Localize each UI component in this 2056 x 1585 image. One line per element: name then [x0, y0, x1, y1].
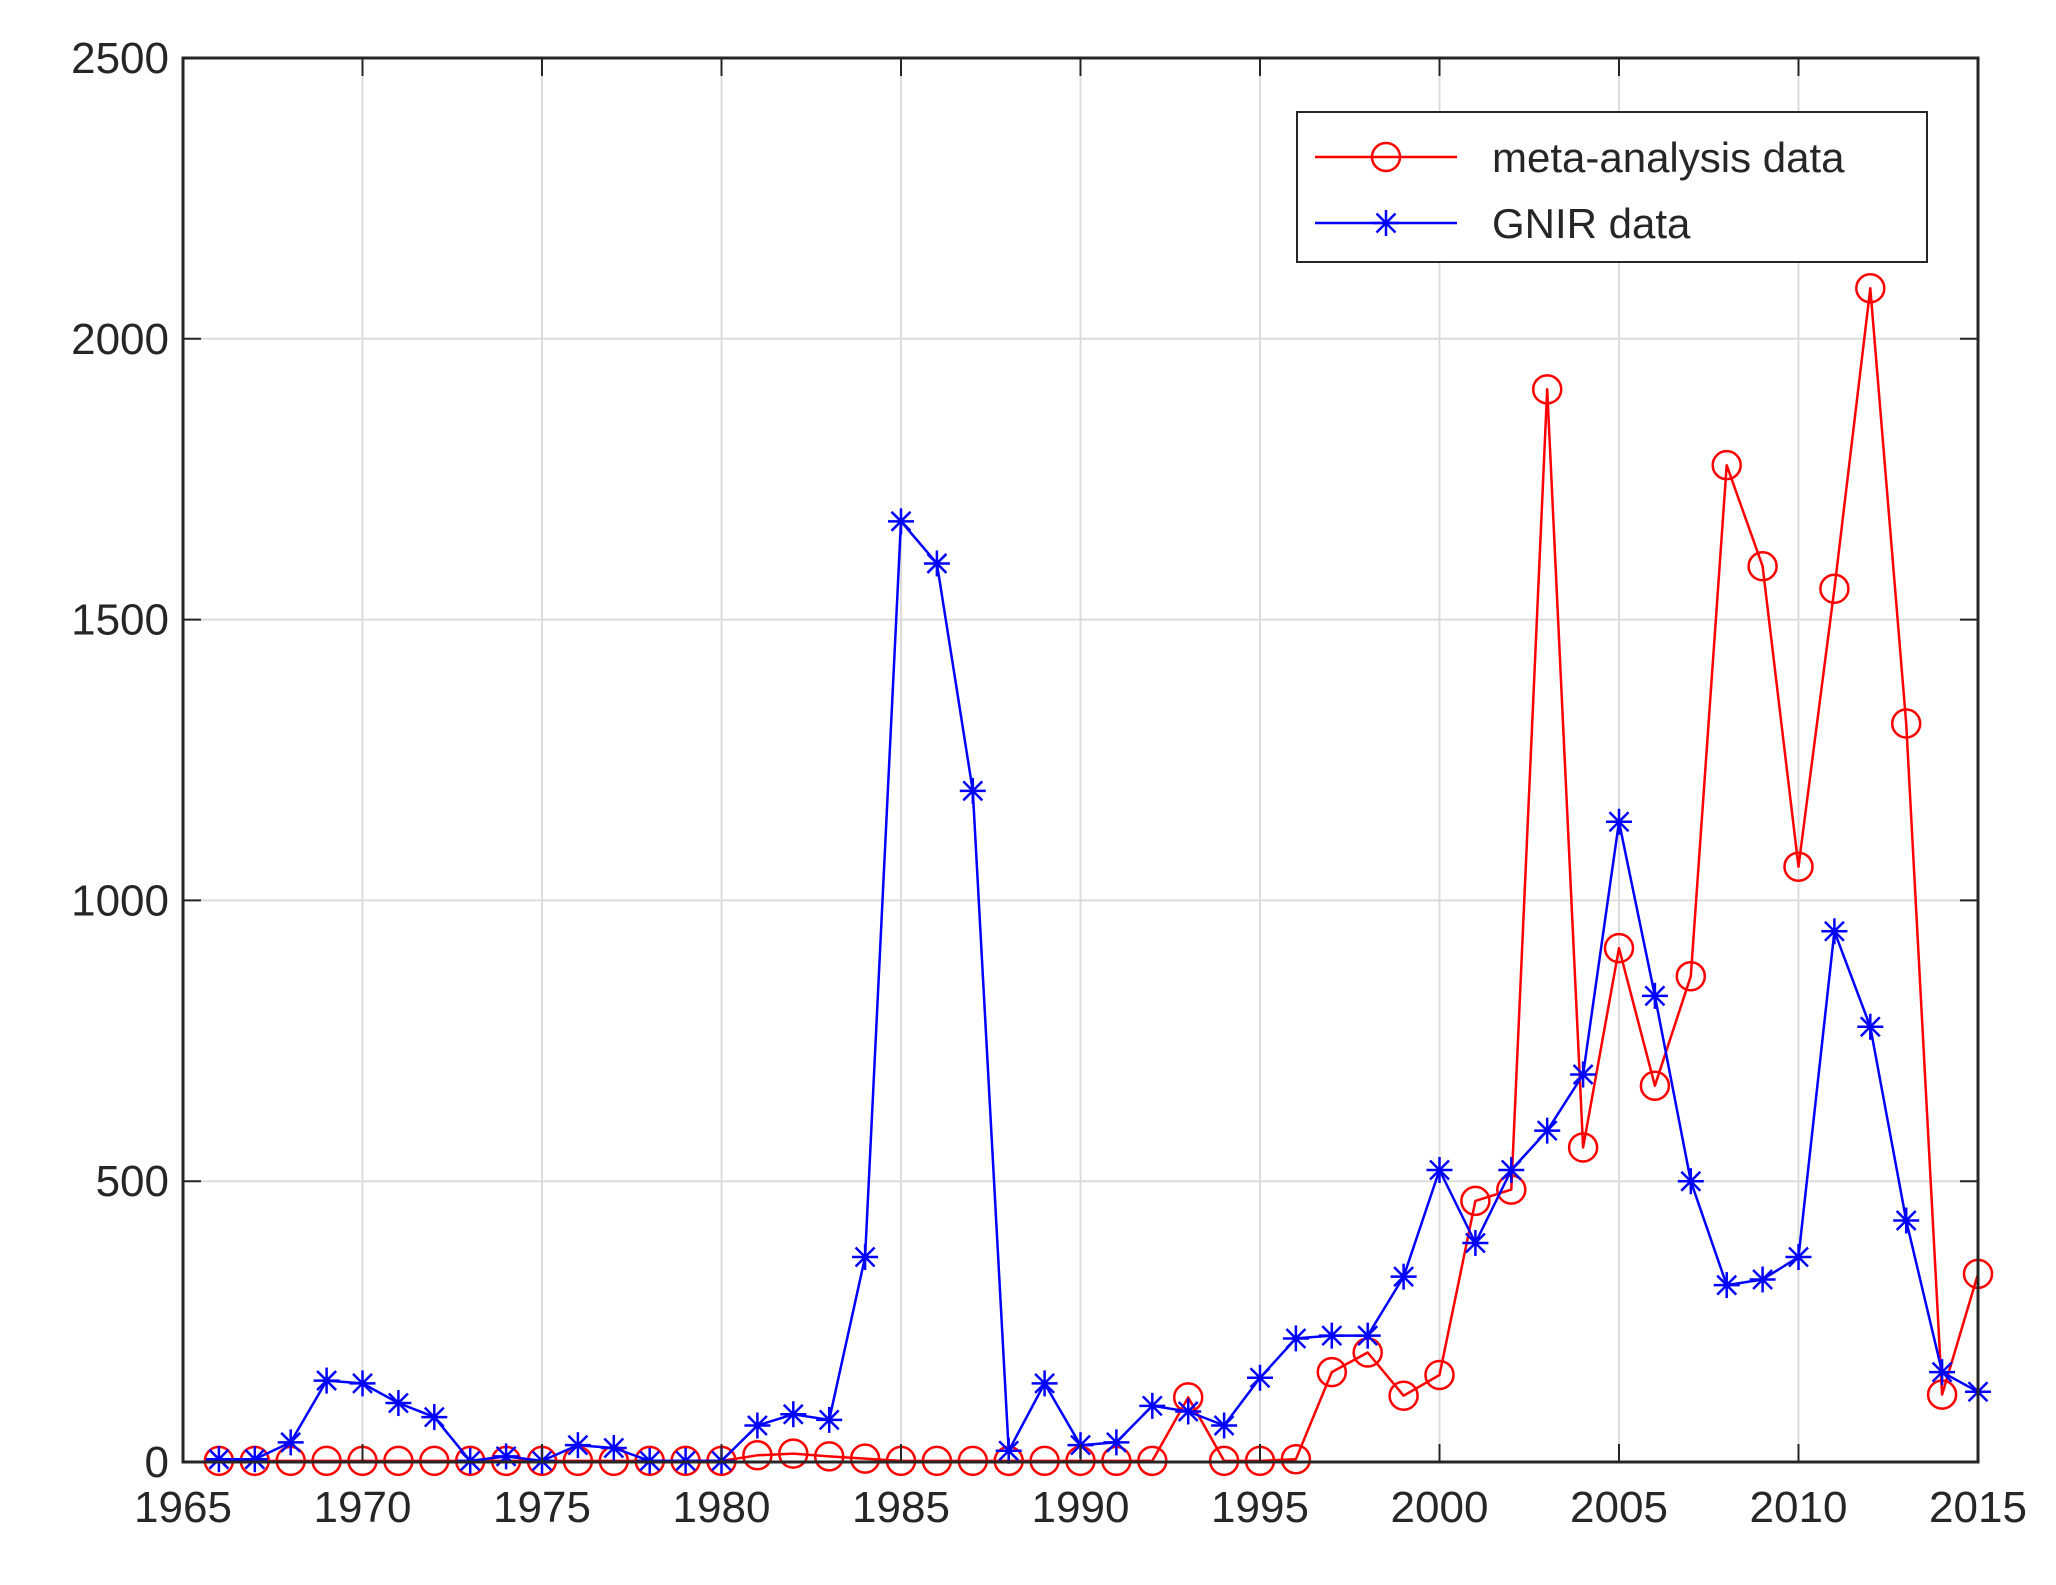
- legend-marker: [1373, 210, 1399, 236]
- data-point: [241, 1446, 268, 1473]
- grid: [183, 58, 1978, 1462]
- x-tick-label: 2005: [1570, 1483, 1668, 1532]
- data-point: [277, 1429, 304, 1456]
- data-point: [1534, 1117, 1561, 1144]
- data-point: [1677, 1168, 1704, 1195]
- data-point: [1639, 1070, 1671, 1101]
- series-line: [218, 520, 1979, 1463]
- x-tick-label: 1990: [1032, 1483, 1130, 1532]
- data-point: [959, 777, 986, 804]
- data-point: [1855, 273, 1886, 304]
- data-point: [852, 1244, 879, 1271]
- data-point: [600, 1434, 627, 1461]
- data-point: [923, 550, 950, 577]
- data-point: [205, 1446, 232, 1473]
- data-point: [1498, 1156, 1525, 1183]
- data-point: [1785, 1244, 1812, 1271]
- data-point: [1462, 1229, 1489, 1256]
- legend: meta-analysis data GNIR data: [1296, 111, 1928, 263]
- data-point: [888, 508, 914, 535]
- x-tick-label: 1980: [673, 1483, 771, 1532]
- ticks: 1965 1970 1975 1980 1985 1990 1995 2000 2005 2010…: [71, 34, 2027, 1532]
- data-point: [1175, 1398, 1202, 1425]
- data-point: [1031, 1370, 1058, 1397]
- data-point: [1711, 449, 1742, 481]
- data-point: [421, 1404, 448, 1431]
- x-tick-label: 1970: [314, 1483, 412, 1532]
- legend-item: meta-analysis data: [1315, 134, 1845, 181]
- y-tick-label: 1000: [71, 876, 169, 925]
- y-tick-label: 2000: [71, 315, 169, 364]
- data-point: [1606, 808, 1632, 835]
- data-point: [780, 1401, 807, 1428]
- data-point: [1857, 1013, 1884, 1040]
- data-point: [1282, 1325, 1309, 1352]
- x-tick-label: 2000: [1391, 1483, 1489, 1532]
- data-point: [1460, 1185, 1491, 1217]
- data-point: [1893, 1207, 1920, 1234]
- data-point: [778, 1438, 809, 1469]
- x-tick-label: 2015: [1929, 1483, 2027, 1532]
- data-point: [1318, 1322, 1345, 1349]
- x-tick-label: 1965: [134, 1483, 232, 1532]
- series-0: [203, 273, 1994, 1477]
- data-point: [1247, 1364, 1273, 1391]
- data-point: [849, 1443, 881, 1474]
- legend-item: GNIR data: [1315, 200, 1691, 247]
- data-point: [1603, 932, 1635, 964]
- y-tick-label: 1500: [71, 596, 169, 645]
- y-tick-label: 2500: [71, 34, 169, 83]
- data-point: [1390, 1263, 1417, 1290]
- x-tick-label: 1995: [1211, 1483, 1309, 1532]
- data-point: [1103, 1429, 1130, 1456]
- data-point: [1570, 1061, 1597, 1088]
- data-point: [385, 1390, 412, 1417]
- data-point: [995, 1437, 1022, 1464]
- data-point: [1929, 1359, 1956, 1386]
- data-point: [1747, 550, 1778, 582]
- data-point: [1821, 918, 1848, 945]
- data-point: [493, 1443, 520, 1470]
- data-point: [349, 1370, 376, 1397]
- legend-items: meta-analysis data GNIR data: [1315, 134, 1845, 247]
- data-point: [1783, 851, 1814, 882]
- data-point: [1280, 1443, 1312, 1475]
- data-point: [1388, 1380, 1419, 1411]
- legend-label: GNIR data: [1492, 200, 1691, 247]
- data-point: [1316, 1356, 1348, 1388]
- data-point: [1424, 1359, 1455, 1391]
- legend-marker: [1370, 141, 1402, 173]
- data-point: [1890, 708, 1922, 739]
- data-point: [1713, 1272, 1740, 1299]
- data-point: [744, 1412, 771, 1439]
- data-point: [1749, 1266, 1776, 1293]
- data-point: [1211, 1412, 1238, 1439]
- data-point: [816, 1406, 843, 1433]
- y-tick-label: 0: [145, 1438, 169, 1487]
- series-1: [205, 508, 1991, 1474]
- data-point: [1531, 374, 1563, 405]
- y-tick-label: 500: [96, 1157, 169, 1206]
- x-tick-label: 1985: [852, 1483, 950, 1532]
- data-point: [1819, 573, 1850, 604]
- data-point: [564, 1432, 591, 1459]
- data-point: [1641, 982, 1668, 1009]
- data-point: [742, 1440, 773, 1471]
- series-layer: [203, 273, 1994, 1477]
- data-point: [813, 1441, 845, 1472]
- data-point: [1426, 1156, 1453, 1183]
- data-point: [1675, 960, 1707, 992]
- x-tick-label: 1975: [493, 1483, 591, 1532]
- data-point: [1139, 1392, 1166, 1419]
- data-point: [313, 1367, 340, 1394]
- legend-box: [1296, 111, 1928, 263]
- legend-label: meta-analysis data: [1492, 134, 1845, 181]
- x-tick-label: 2010: [1750, 1483, 1848, 1532]
- data-point: [1354, 1322, 1381, 1349]
- data-point: [1567, 1132, 1599, 1163]
